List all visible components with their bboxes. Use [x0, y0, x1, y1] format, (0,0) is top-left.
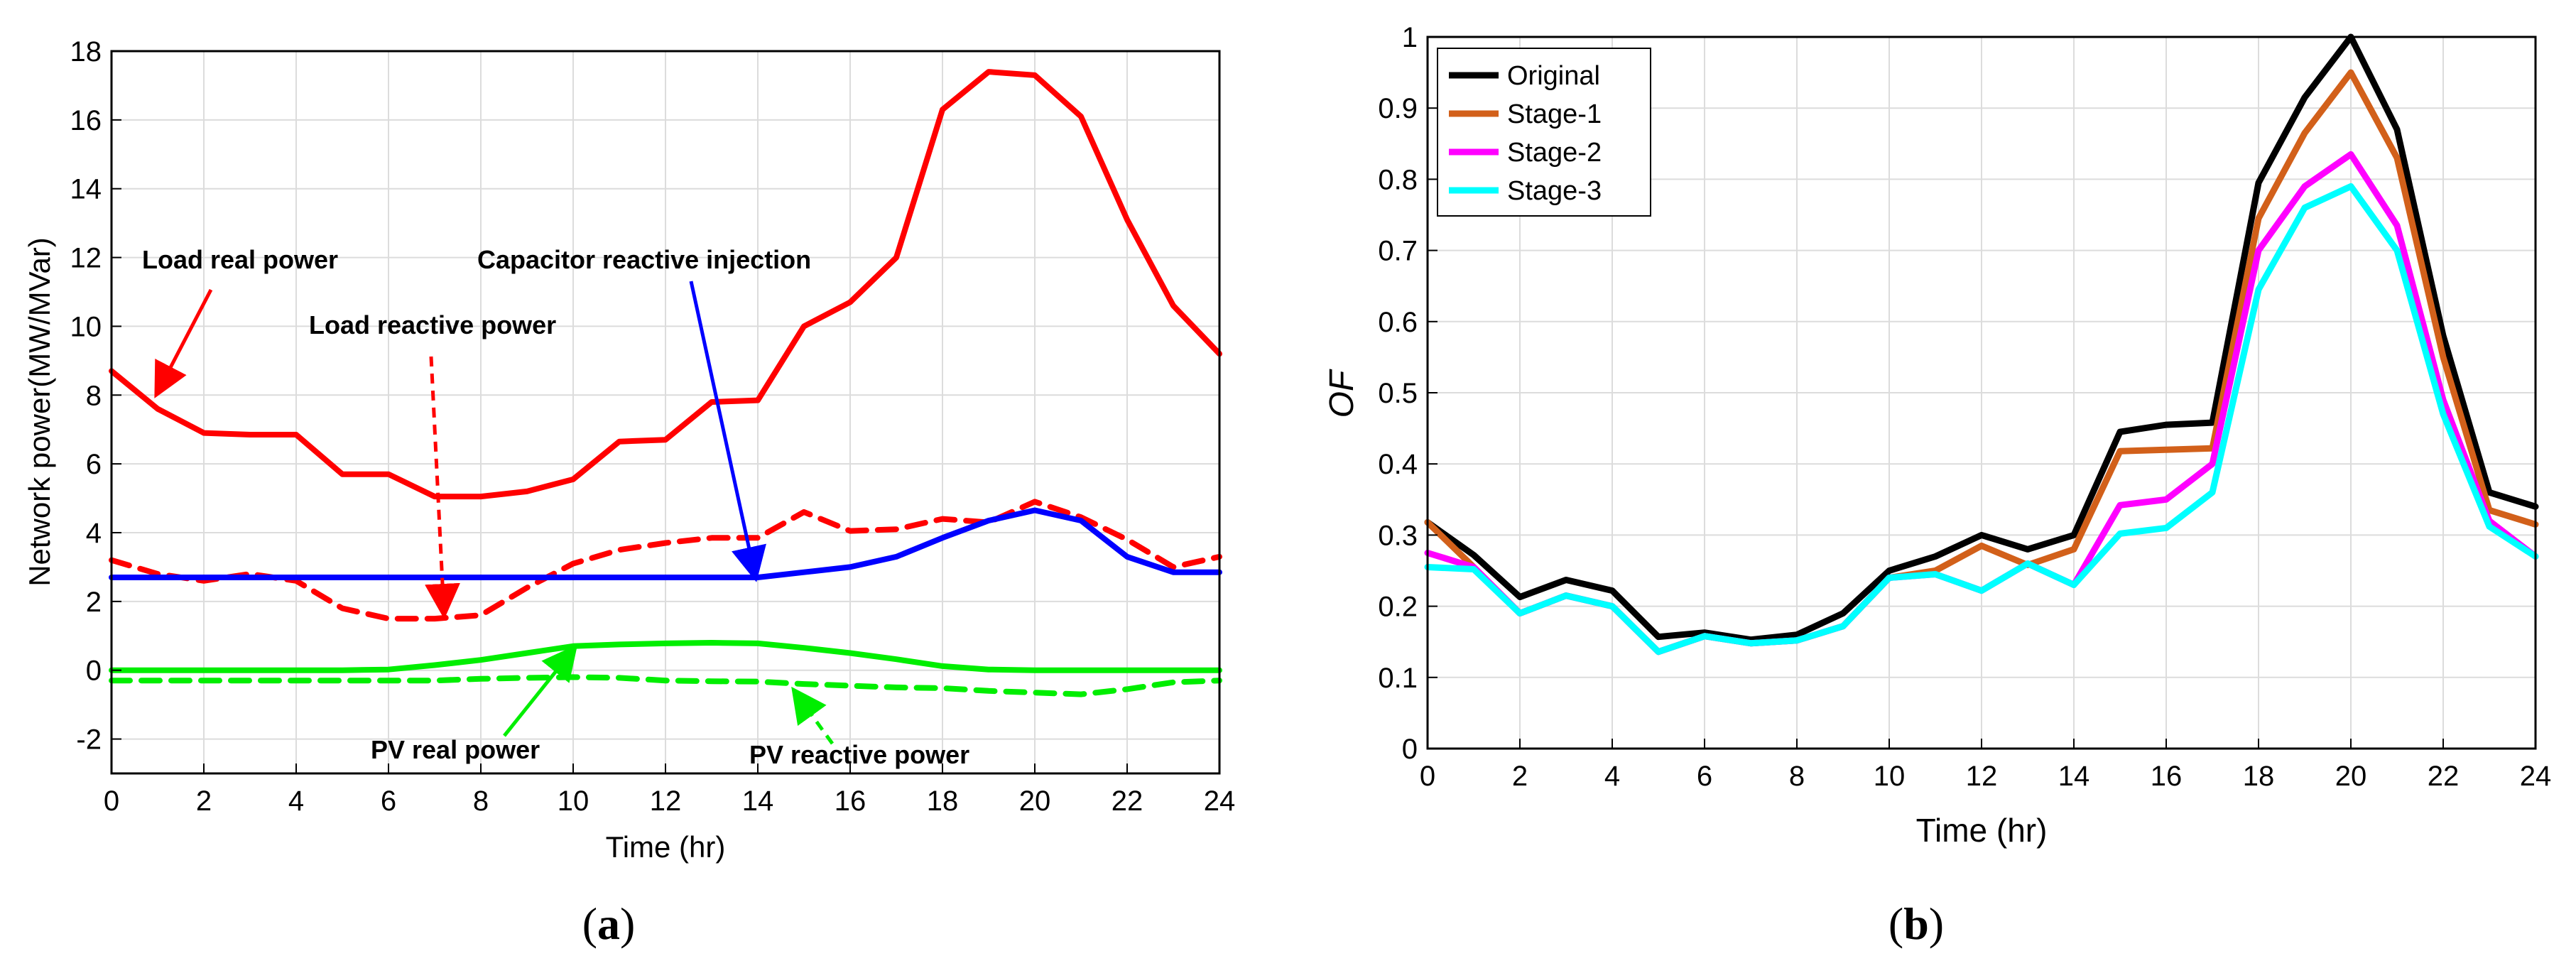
panel-b-ytick-label: 0.8: [1378, 164, 1418, 195]
panel-b-ytick-label: 1: [1402, 22, 1418, 53]
annot-load-real-power: Load real power: [142, 245, 338, 274]
panel-a-xtick-label: 24: [1204, 786, 1236, 817]
panel-b-ytick-label: 0.9: [1378, 93, 1418, 124]
panel-b-ticks: 0 2 4 6 8 10 12 14 16 18 20 22 2400.10.20.30.40.50.6…: [1378, 22, 2551, 792]
panel-b-ylabel: OF: [1323, 369, 1361, 418]
panel-b-ytick-label: 0.4: [1378, 449, 1418, 480]
panel-b-ytick-label: 0: [1402, 734, 1418, 765]
panel-a-xtick-label: 2: [196, 786, 212, 817]
annot-pv-real-power: PV real power: [371, 735, 540, 764]
panel-a-series-load-real-power: [109, 69, 1222, 500]
annot-pv-reactive-power: PV reactive power: [749, 740, 969, 769]
panel-a-xtick-label: 12: [650, 786, 682, 817]
annot-arrow-pv-reactive-power: [791, 686, 835, 745]
legend-entry-label: Stage-1: [1507, 99, 1602, 129]
panel-a-xtick-label: 6: [381, 786, 396, 817]
panel-b-xtick-label: 14: [2058, 761, 2090, 792]
legend-entry-label: Stage-3: [1507, 176, 1602, 206]
annot-arrow-capacitor-reactive-injection: [689, 281, 766, 582]
panel-a-ytick-label: 12: [70, 243, 102, 274]
annot-arrow-load-reactive-power: [425, 356, 460, 619]
panel-a-ytick-label: 2: [86, 587, 102, 618]
panel-b-xtick-label: 10: [1874, 761, 1906, 792]
panel-a-xtick-label: 16: [835, 786, 866, 817]
panel-b-xtick-label: 16: [2151, 761, 2183, 792]
panel-a-label-letter: a: [597, 898, 620, 949]
panel-a-ytick-label: 4: [86, 518, 102, 549]
panel-b-ytick-label: 0.1: [1378, 663, 1418, 694]
panel-a-ytick-label: 6: [86, 449, 102, 480]
panel-a-xtick-label: 8: [473, 786, 489, 817]
panel-b-xtick-label: 4: [1604, 761, 1620, 792]
panel-a-xtick-label: 0: [104, 786, 119, 817]
panel-a-series-pv-real-power: [109, 640, 1222, 673]
panel-b-xtick-label: 0: [1420, 761, 1435, 792]
panel-a-xtick-label: 18: [927, 786, 959, 817]
panel-b-xtick-label: 12: [1966, 761, 1998, 792]
panel-b-label: (b): [1888, 898, 1944, 949]
panel-a-series: [109, 69, 1222, 697]
panel-b-xtick-label: 8: [1789, 761, 1805, 792]
panel-b-xtick-label: 20: [2335, 761, 2367, 792]
panel-a-annotations: Load real power Load reactive power Capa…: [142, 245, 969, 769]
panel-b-ytick-label: 0.3: [1378, 520, 1418, 551]
panel-b-ytick-label: 0.5: [1378, 378, 1418, 409]
annot-arrow-load-real-power: [154, 288, 213, 398]
panel-b-xtick-label: 22: [2428, 761, 2460, 792]
panel-b-chart: 0 2 4 6 8 10 12 14 16 18 20 22 2400.10.20.30.40.50.6…: [1323, 22, 2551, 949]
panel-a-grid: [111, 50, 1220, 773]
panel-b-xtick-label: 18: [2243, 761, 2275, 792]
panel-a-series-capacitor-reactive-injection: [109, 507, 1222, 580]
panel-a-label: (a): [582, 898, 636, 949]
panel-b-ytick-label: 0.7: [1378, 236, 1418, 267]
annot-load-reactive-power: Load reactive power: [309, 310, 556, 339]
panel-b-ytick-label: 0.2: [1378, 592, 1418, 623]
panel-b-ytick-label: 0.6: [1378, 307, 1418, 338]
panel-a-xtick-label: 14: [742, 786, 774, 817]
panel-a-ytick-label: 8: [86, 380, 102, 411]
panel-a-xtick-label: 20: [1019, 786, 1051, 817]
panel-b-legend: Original Stage-1 Stage-2 Stage-3: [1437, 48, 1651, 217]
legend-entry-label: Original: [1507, 61, 1600, 91]
panel-a-series-pv-reactive-power: [109, 674, 1222, 697]
panel-a-ytick-label: 18: [70, 36, 102, 67]
panel-a-xlabel: Time (hr): [606, 830, 726, 864]
panel-a-xtick-label: 10: [558, 786, 589, 817]
legend-entry-label: Stage-2: [1507, 138, 1602, 168]
panel-b-label-letter: b: [1903, 898, 1929, 949]
panel-b-series-stage-3: [1424, 183, 2539, 656]
panel-b-xtick-label: 6: [1697, 761, 1712, 792]
annot-arrow-pv-real-power: [503, 644, 578, 737]
panel-b-xlabel: Time (hr): [1916, 812, 2048, 849]
panel-a-ytick-label: 14: [70, 174, 102, 205]
annot-capacitor-reactive-injection: Capacitor reactive injection: [477, 245, 811, 274]
panel-a-xtick-label: 4: [288, 786, 304, 817]
panel-a-ytick-label: 16: [70, 105, 102, 136]
panel-a-series-load-reactive-power: [109, 499, 1222, 622]
panel-b-xtick-label: 24: [2520, 761, 2552, 792]
panel-a-ylabel: Network power(MW/MVar): [23, 237, 56, 587]
panel-a-ytick-label: 0: [86, 656, 102, 687]
panel-a-ytick-label: 10: [70, 311, 102, 342]
panel-a-ytick-label: -2: [76, 724, 102, 756]
panel-a-xtick-label: 22: [1112, 786, 1143, 817]
panel-b-xtick-label: 2: [1512, 761, 1528, 792]
